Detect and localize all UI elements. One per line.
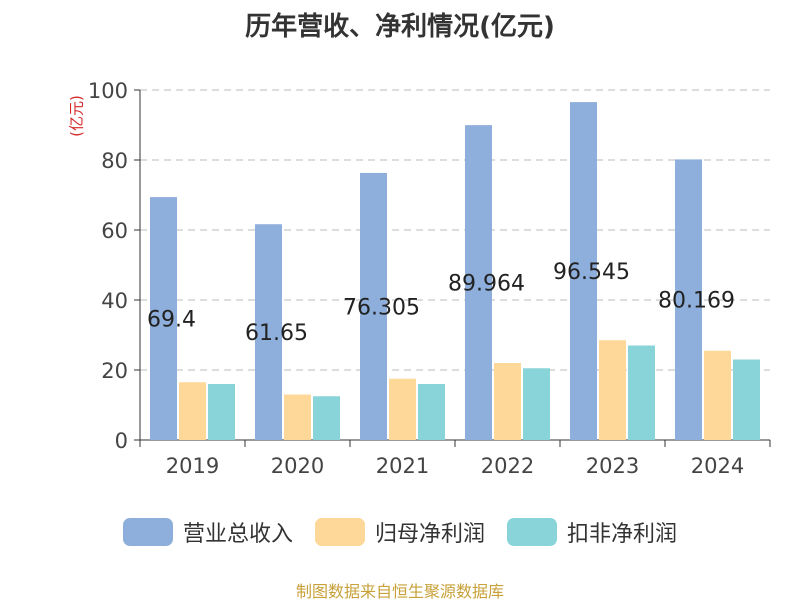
bar xyxy=(704,350,731,440)
data-label: 89.964 xyxy=(448,272,525,297)
legend-label-deducted-net-profit: 扣非净利润 xyxy=(567,522,678,547)
bar xyxy=(628,345,655,440)
legend-label-revenue: 营业总收入 xyxy=(182,522,293,547)
bar xyxy=(733,359,760,440)
data-label: 96.545 xyxy=(553,260,630,285)
legend-label-parent-net-profit: 归母净利润 xyxy=(374,522,485,547)
legend-swatch-deducted-net-profit xyxy=(507,518,557,546)
legend-item-parent-net-profit[interactable]: 归母净利润 xyxy=(314,516,485,548)
bar xyxy=(360,172,387,440)
bar xyxy=(523,368,550,440)
source-note: 制图数据来自恒生聚源数据库 xyxy=(295,582,504,601)
bar xyxy=(675,159,702,440)
bar xyxy=(255,224,282,440)
y-tick-label: 60 xyxy=(101,219,128,243)
bar xyxy=(150,197,177,440)
x-tick-label: 2022 xyxy=(481,454,534,478)
y-tick-label: 0 xyxy=(115,429,128,453)
legend-swatch-parent-net-profit xyxy=(314,518,365,546)
bar xyxy=(599,340,626,440)
bar xyxy=(313,396,340,440)
bar xyxy=(570,102,597,440)
legend-item-deducted-net-profit[interactable]: 扣非净利润 xyxy=(507,516,677,548)
legend-swatch-revenue xyxy=(122,518,173,546)
x-tick-label: 2019 xyxy=(166,454,219,478)
x-tick-label: 2020 xyxy=(271,454,324,478)
y-tick-label: 20 xyxy=(101,359,128,383)
data-label: 80.169 xyxy=(658,289,735,314)
bar xyxy=(284,394,311,440)
bar xyxy=(494,363,521,440)
y-tick-label: 100 xyxy=(88,79,128,103)
y-tick-label: 40 xyxy=(101,289,128,313)
data-label: 76.305 xyxy=(343,295,420,320)
x-tick-label: 2024 xyxy=(691,454,744,478)
chart-title: 历年营收、净利情况(亿元) xyxy=(245,12,555,42)
legend: 营业总收入 归母净利润 扣非净利润 xyxy=(0,516,800,548)
bar xyxy=(208,384,235,440)
data-label: 69.4 xyxy=(147,308,196,333)
data-label: 61.65 xyxy=(245,321,308,346)
bar xyxy=(389,378,416,440)
x-tick-label: 2023 xyxy=(586,454,639,478)
bar xyxy=(179,382,206,440)
x-tick-label: 2021 xyxy=(376,454,429,478)
y-tick-label: 80 xyxy=(101,149,128,173)
bar xyxy=(418,384,445,440)
legend-item-revenue[interactable]: 营业总收入 xyxy=(122,516,293,548)
bar xyxy=(465,125,492,440)
